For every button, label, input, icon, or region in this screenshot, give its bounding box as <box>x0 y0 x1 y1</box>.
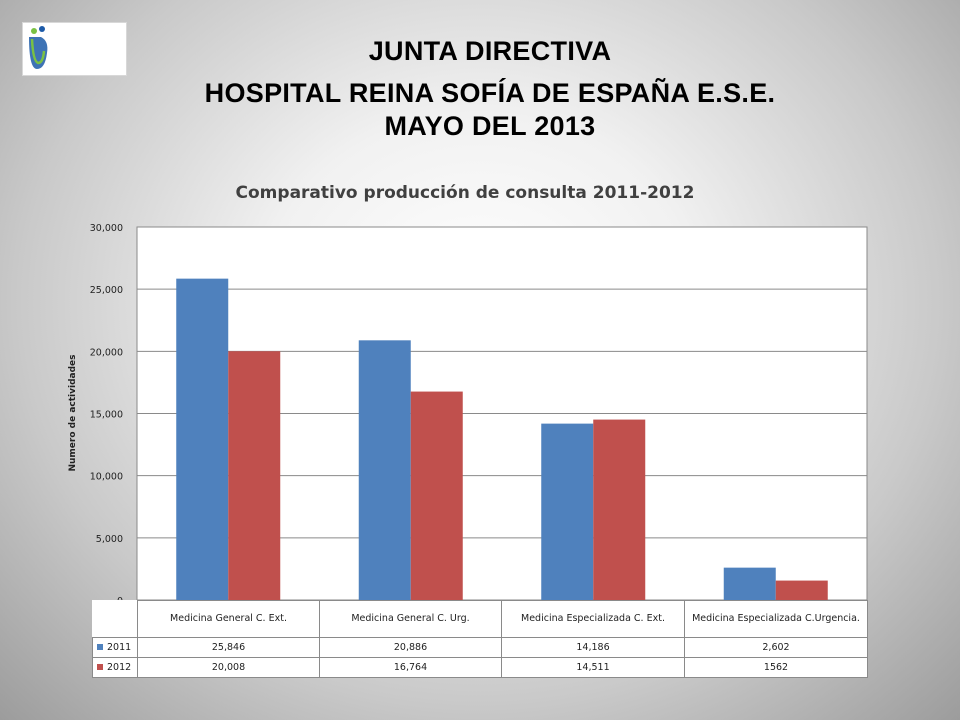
y-tick-label: 30,000 <box>90 223 123 234</box>
bar-2011 <box>358 340 411 600</box>
bar-2011 <box>723 567 776 600</box>
data-label: 14,511 <box>501 657 685 678</box>
bar-2011 <box>541 423 594 600</box>
series-row-2011: 2011 25,846 20,886 14,186 2,602 <box>92 637 868 658</box>
bar-2012 <box>775 580 828 600</box>
data-label: 2,602 <box>684 637 868 658</box>
legend-entry-2011: 2011 <box>92 637 138 658</box>
table-corner <box>93 601 138 638</box>
category-label: Medicina General C. Ext. <box>137 600 320 638</box>
bar-2011 <box>176 278 229 600</box>
legend-label: 2012 <box>107 662 132 673</box>
bar-2012 <box>410 391 463 600</box>
bar-2012 <box>593 419 646 600</box>
data-label: 20,008 <box>137 657 320 678</box>
legend-swatch-2012 <box>97 664 103 670</box>
legend-label: 2011 <box>107 642 132 653</box>
legend-swatch-2011 <box>97 644 103 650</box>
slide-title-line-1: JUNTA DIRECTIVA <box>368 36 612 66</box>
y-tick-label: 10,000 <box>90 472 123 483</box>
logo-graphic <box>29 26 48 69</box>
slide-title-line-2: HOSPITAL REINA SOFÍA DE ESPAÑA E.S.E. <box>204 78 776 108</box>
bar-2012 <box>228 351 281 600</box>
chart-title: Comparativo producción de consulta 2011-… <box>235 183 695 203</box>
data-label: 25,846 <box>137 637 320 658</box>
data-label: 20,886 <box>319 637 502 658</box>
category-label: Medicina Especializada C.Urgencia. <box>684 600 868 638</box>
data-label: 1562 <box>684 657 868 678</box>
legend-entry-2012: 2012 <box>92 657 138 678</box>
hospital-logo <box>22 22 127 76</box>
series-row-2012: 2012 20,008 16,764 14,511 1562 <box>92 657 868 678</box>
category-label: Medicina General C. Urg. <box>319 600 502 638</box>
y-tick-label: 15,000 <box>90 410 123 421</box>
y-tick-label: 20,000 <box>90 347 123 358</box>
data-label: 16,764 <box>319 657 502 678</box>
chart-data-table: Medicina General C. Ext. Medicina Genera… <box>92 600 868 678</box>
y-tick-label: 25,000 <box>90 285 123 296</box>
slide-title-line-3: MAYO DEL 2013 <box>384 111 596 141</box>
y-tick-label: 5,000 <box>96 534 123 545</box>
category-label: Medicina Especializada C. Ext. <box>501 600 685 638</box>
category-header-row: Medicina General C. Ext. Medicina Genera… <box>93 600 868 638</box>
data-label: 14,186 <box>501 637 685 658</box>
